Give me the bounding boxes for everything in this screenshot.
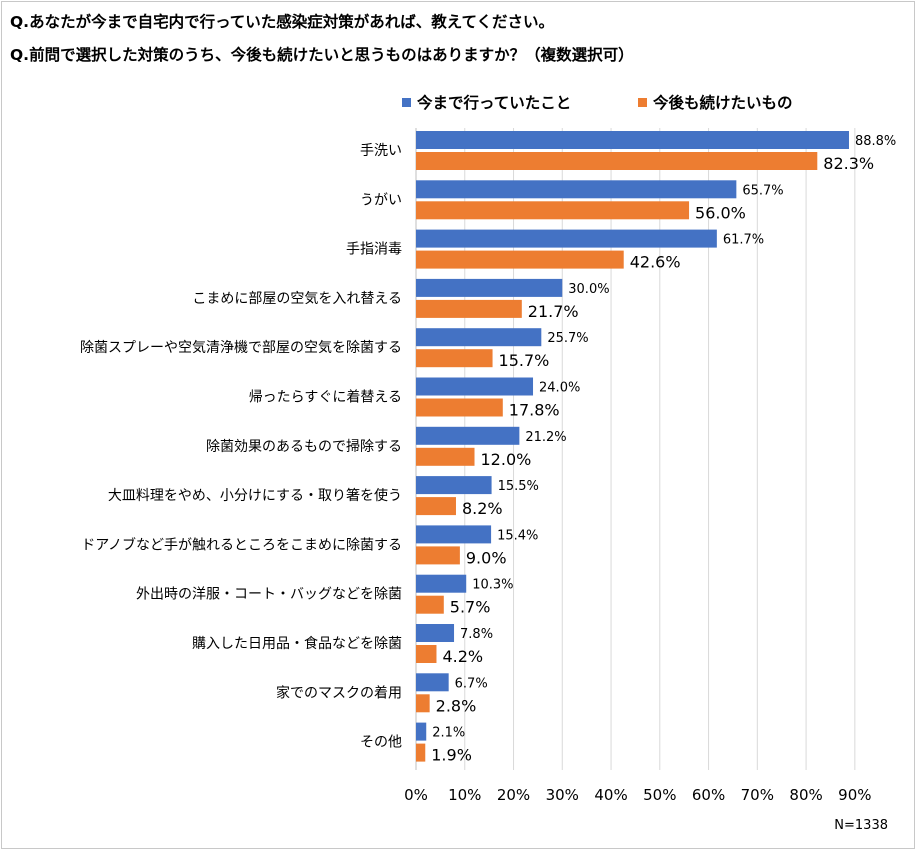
legend-label-series-2: 今後も続けたいもの [653,94,793,112]
x-tick-label: 30% [546,786,579,804]
bar-series-1 [416,525,492,544]
data-label-series-1: 25.7% [547,331,588,346]
legend-label-series-1: 今まで行っていたこと [417,94,572,112]
x-tick-label: 0% [404,786,428,804]
x-tick-label: 20% [497,786,530,804]
x-tick-label: 80% [789,786,822,804]
x-tick-label: 70% [741,786,774,804]
bar-series-1 [416,574,467,593]
bar-series-1 [416,624,455,642]
data-label-series-2: 82.3% [823,154,874,173]
bar-series-1 [416,328,542,347]
category-label: 除菌スプレーや空気清浄機で部屋の空気を除菌する [80,340,402,356]
category-label: 購入した日用品・食品などを除菌 [192,635,402,652]
question-2: Q.前問で選択した対策のうち、今後も続けたいと思うものはありますか？（複数選択可… [10,46,634,64]
category-label: 大皿料理をやめ、小分けにする・取り箸を使う [108,487,402,504]
category-label: 家でのマスクの着用 [276,684,402,701]
bar-series-2 [416,447,475,466]
data-label-series-2: 21.7% [528,302,579,321]
category-label: ドアノブなど手が触れるところをこまめに除菌する [81,536,402,553]
category-label: その他 [360,735,402,751]
bar-series-1 [416,131,849,149]
x-tick-label: 50% [643,786,676,804]
bar-series-2 [416,497,456,516]
bar-series-2 [416,349,493,368]
data-label-series-1: 7.8% [460,627,493,642]
bar-series-1 [416,476,492,495]
data-label-series-2: 15.7% [499,351,550,370]
data-label-series-2: 4.2% [442,647,483,666]
data-label-series-2: 1.9% [431,746,472,765]
data-label-series-2: 42.6% [630,253,681,272]
data-label-series-1: 24.0% [539,381,580,396]
category-label: こまめに部屋の空気を入れ替える [192,291,402,307]
bar-series-1 [416,278,563,297]
bar-series-2 [416,743,426,762]
category-label: 外出時の洋服・コート・バッグなどを除菌 [136,587,402,603]
legend-item-series-2: 今後も続けたいもの [638,91,793,113]
question-1: Q.あなたが今まで自宅内で行っていた感染症対策があれば、教えてください。 [10,13,555,31]
data-label-series-2: 8.2% [462,499,503,518]
legend-swatch-series-1 [402,97,411,107]
bar-series-2 [416,398,503,417]
bar-series-2 [416,645,437,663]
sample-size-note: N=1338 [834,818,888,833]
bar-series-2 [416,250,624,269]
data-label-series-1: 6.7% [455,676,488,691]
data-label-series-2: 56.0% [695,203,746,222]
data-label-series-1: 30.0% [568,282,609,297]
bar-series-1 [416,180,737,199]
bar-series-2 [416,299,522,318]
x-tick-label: 90% [838,786,871,804]
bar-series-1 [416,377,534,396]
category-label: 手洗い [360,143,402,159]
category-label: 除菌効果のあるもので掃除する [206,438,402,455]
bar-series-1 [416,722,427,741]
bar-series-2 [416,694,430,713]
bar-series-2 [416,152,818,170]
legend-item-series-1: 今まで行っていたこと [402,91,571,113]
bar-series-2 [416,201,690,220]
data-label-series-1: 2.1% [432,726,465,741]
data-label-series-2: 5.7% [450,598,491,617]
bar-series-1 [416,673,449,692]
x-tick-label: 60% [692,786,725,804]
legend-swatch-series-2 [638,97,647,107]
data-label-series-1: 61.7% [723,233,764,248]
category-label: 手指消毒 [346,242,402,258]
category-label: 帰ったらすぐに着替える [249,389,402,406]
bar-series-1 [416,426,520,445]
bar-series-1 [416,229,717,248]
data-label-series-1: 10.3% [472,578,513,593]
data-label-series-2: 2.8% [436,696,477,715]
data-label-series-1: 88.8% [855,134,896,149]
data-label-series-1: 15.5% [498,479,539,494]
bar-series-2 [416,595,444,614]
category-label: うがい [360,192,402,208]
data-label-series-2: 12.0% [481,450,532,469]
data-label-series-1: 65.7% [742,183,783,198]
x-tick-label: 10% [448,786,481,804]
data-label-series-1: 15.4% [497,528,538,543]
data-label-series-2: 17.8% [509,401,560,420]
bar-series-2 [416,546,460,565]
data-label-series-1: 21.2% [525,430,566,445]
data-label-series-2: 9.0% [466,548,507,567]
x-tick-label: 40% [594,786,627,804]
